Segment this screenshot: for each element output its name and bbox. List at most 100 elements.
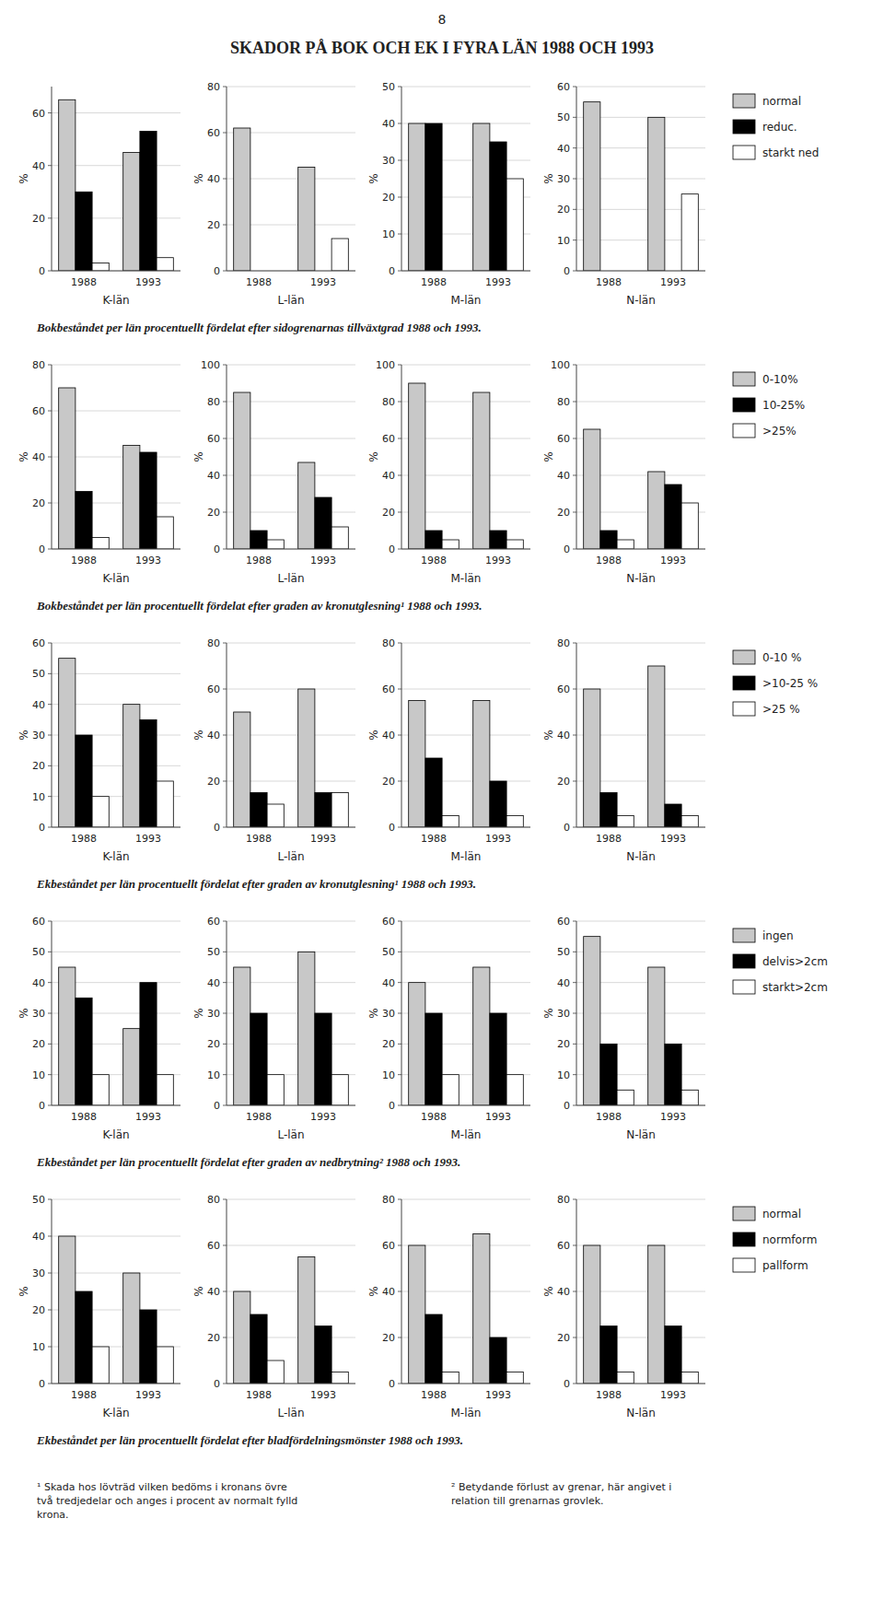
tick-label: 50 [32,1193,46,1206]
tick-label: 40 [382,1285,396,1298]
bar [298,951,315,1105]
tick-label: 60 [557,1239,570,1252]
tick-label: 1993 [135,276,162,289]
tick-label: 1993 [660,554,687,567]
bar [267,539,284,549]
tick-label: 50 [32,945,46,958]
bar [139,452,157,549]
bar [233,127,251,271]
tick-label: 0 [38,543,46,556]
bar [250,792,268,828]
chart-panel: 010203040506019881993L-län% [192,915,356,1141]
tick-label: 0 [563,1099,570,1112]
grid-line [226,364,356,366]
tick-label: 20 [207,1037,221,1050]
grid-line [401,920,531,922]
x-axis-label: L-län [277,849,304,863]
bar [664,803,682,827]
grid-line [401,86,531,88]
bar [156,257,174,271]
bar [58,1235,76,1384]
bar [139,1309,157,1384]
grid-line [576,642,706,644]
tick-mark [397,233,402,235]
tick-label: 30 [557,1007,570,1020]
bar [75,734,93,827]
tick-mark [222,132,227,134]
tick-label: 50 [382,81,396,94]
tick-label: 0 [38,1377,46,1390]
tick-label: 40 [32,451,46,464]
y-axis-label: % [542,451,556,462]
legend-label: normal [762,1207,802,1221]
y-axis [51,642,53,827]
grid-line [226,951,356,953]
x-axis [51,1383,181,1385]
tick-mark [222,1291,227,1292]
bar [298,462,315,549]
legend-label: 0-10% [762,372,799,386]
tick-mark [47,826,52,828]
tick-mark [222,548,227,550]
legend-swatch [732,372,756,386]
bar [583,936,601,1105]
bars [583,936,699,1105]
tick-mark [222,1383,227,1385]
x-axis-label: N-län [626,571,656,585]
x-axis-label: L-län [277,571,304,585]
tick-label: 40 [557,1285,570,1298]
legend-label: pallform [762,1258,809,1272]
x-axis [226,1383,356,1385]
tick-label: 60 [32,637,46,650]
tick-mark [397,475,402,477]
bar [92,1346,109,1384]
grid-line [401,1383,531,1385]
bar [489,1012,507,1105]
x-axis-label: M-län [451,849,482,863]
chart-panel: 010203040506019881993K-län% [17,637,181,863]
tick-label: 20 [32,759,46,772]
bar [442,815,459,828]
bar [408,383,426,549]
tick-label: 1988 [70,1388,97,1401]
y-axis-label: % [367,729,381,740]
bars [583,1244,699,1384]
x-axis-label: M-län [451,293,482,307]
legend-label: >10-25 % [762,676,818,690]
y-axis [401,86,403,271]
chart-panel: 010203040506019881993K-län% [17,915,181,1141]
tick-mark [572,401,577,403]
tick-mark [572,116,577,118]
y-axis-label: % [542,173,556,184]
tick-mark [572,1105,577,1106]
bars [583,102,699,271]
x-axis [51,826,181,828]
bar [250,530,268,549]
tick-label: 0 [213,821,221,834]
tick-label: 20 [207,219,221,232]
tick-label: 1988 [245,832,272,845]
tick-label: 0 [213,543,221,556]
bar [489,1337,507,1384]
tick-label: 10 [32,1340,46,1353]
tick-mark [397,981,402,983]
legend-swatch [732,928,756,943]
tick-mark [47,410,52,412]
tick-mark [47,548,52,550]
grid-line [401,270,531,272]
grid-line [576,401,706,403]
tick-mark [47,1012,52,1014]
tick-label: 20 [557,203,570,216]
bar [58,658,76,827]
tick-mark [222,86,227,88]
x-axis [51,1105,181,1106]
y-axis [401,364,403,549]
bar [408,123,426,271]
tick-mark [47,364,52,366]
tick-label: 20 [382,1037,396,1050]
bar [506,1074,524,1105]
tick-label: 10 [32,1069,46,1082]
tick-label: 40 [382,117,396,130]
bars [58,966,175,1105]
bar [664,484,682,549]
